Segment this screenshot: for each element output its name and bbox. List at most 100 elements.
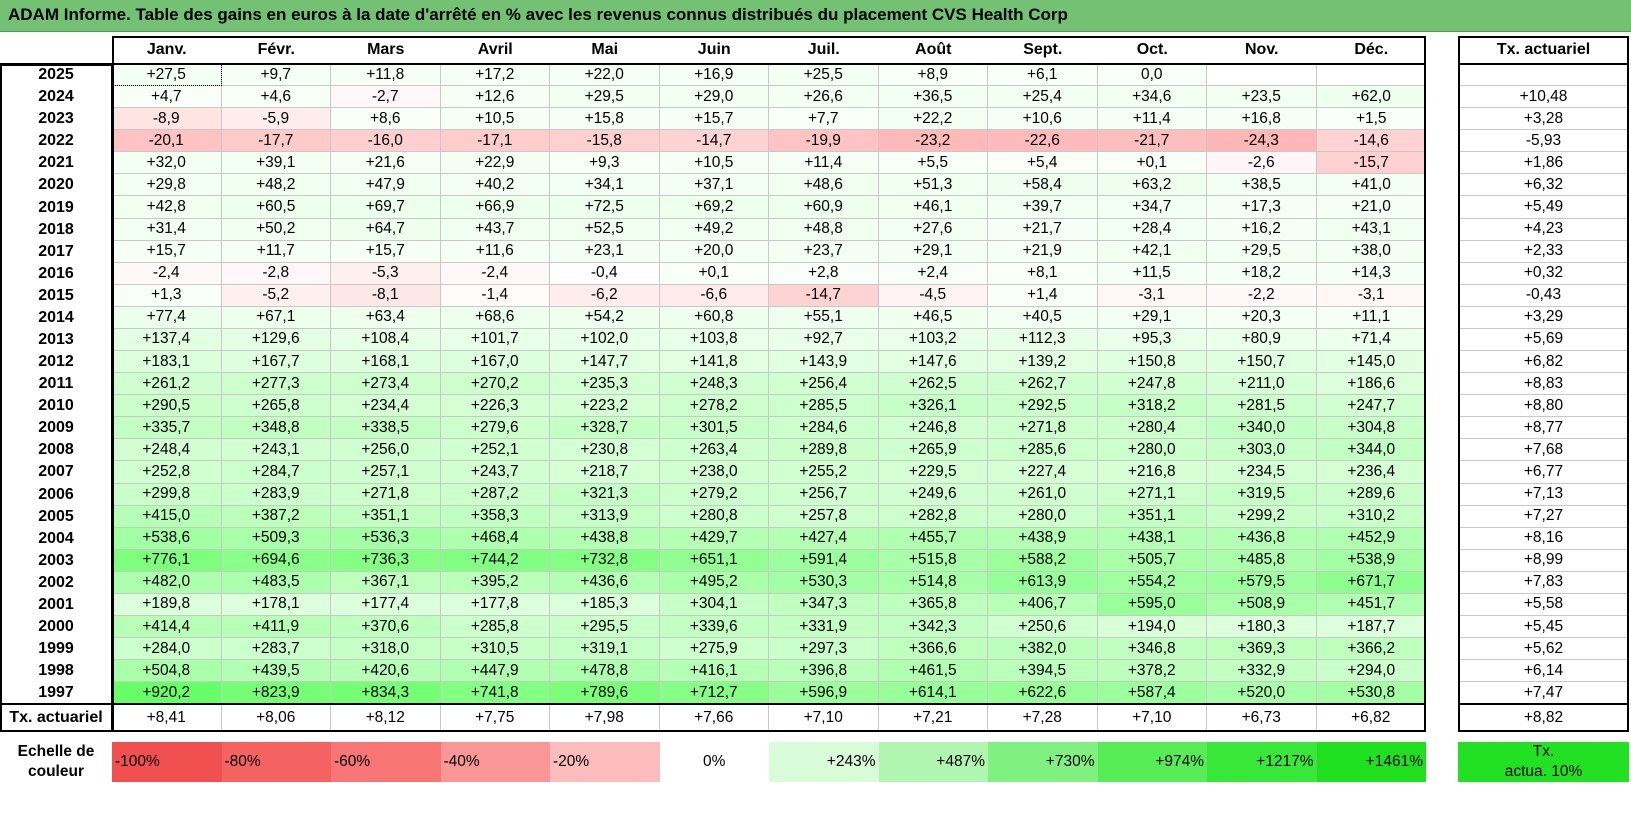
table-cell: +538,6 [112,527,222,550]
table-cell: 0,0 [1097,64,1207,87]
table-cell: +229,5 [878,461,988,484]
table-cell: +137,4 [112,328,222,352]
table-cell: +252,8 [112,461,222,484]
year-label: 2002 [38,573,74,591]
table-cell: +67,1 [221,306,331,329]
table-cell: +8,1 [988,262,1098,285]
table-cell: +280,8 [659,505,769,528]
table-cell: +262,7 [988,373,1098,396]
table-cell: +52,5 [550,218,660,241]
rate-cell: +8,99 [1458,549,1629,572]
rate-cell: +5,49 [1458,196,1629,219]
table-cell: +344,0 [1316,439,1426,462]
table-cell: +32,0 [112,152,222,175]
table-cell: +265,8 [221,395,331,418]
table-cell: -22,6 [988,130,1098,153]
table-cell: +396,8 [769,660,879,683]
table-cell: +285,8 [440,616,550,639]
table-cell: +1,3 [112,284,222,307]
table-cell: +21,0 [1316,196,1426,219]
table-cell: +438,1 [1097,527,1207,550]
table-cell: +283,9 [221,483,331,506]
month-header: Mars [367,41,405,58]
table-cell: +447,9 [440,660,550,683]
year-label: 2018 [38,220,74,238]
table-cell: +5,4 [988,152,1098,175]
table-cell: +290,5 [112,395,222,418]
month-header: Févr. [257,41,295,58]
rate-cell [1458,64,1629,87]
table-cell: -1,4 [440,284,550,307]
table-cell: -2,6 [1207,152,1317,175]
table-cell: +2,4 [878,262,988,285]
table-cell: +338,5 [331,417,441,440]
table-cell: +46,1 [878,196,988,219]
table-cell: +351,1 [331,505,441,528]
table-cell: +102,0 [550,328,660,352]
table-cell: +411,9 [221,616,331,639]
table-cell: +11,1 [1316,306,1426,329]
table-cell: +250,6 [988,616,1098,639]
table-cell: +495,2 [659,571,769,594]
table-cell: +27,5 [112,64,222,87]
table-cell: +77,4 [112,306,222,329]
year-label: 2009 [38,419,74,437]
table-cell: +0,1 [659,262,769,285]
table-cell: +42,8 [112,196,222,219]
table-cell: +256,7 [769,483,879,506]
year-label: 2016 [38,264,74,282]
table-cell: +297,3 [769,638,879,661]
year-label: 2017 [38,242,74,260]
table-cell: +141,8 [659,351,769,374]
table-cell: +304,8 [1316,417,1426,440]
header-divider [0,63,1426,65]
table-cell: +189,8 [112,593,222,616]
table-cell: +515,8 [878,549,988,572]
footer-rate-cell: +7,66 [659,704,769,733]
table-cell: +9,7 [221,64,331,87]
table-cell: -14,7 [659,130,769,153]
table-cell: +21,7 [988,218,1098,241]
table-cell: +263,4 [659,439,769,462]
table-cell: -24,3 [1207,130,1317,153]
table-cell: +187,7 [1316,616,1426,639]
table-cell: +15,8 [550,108,660,131]
table-cell: +27,6 [878,218,988,241]
table-cell: +71,4 [1316,328,1426,352]
table-cell: +11,7 [221,240,331,263]
year-label: 2001 [38,595,74,613]
table-cell: +236,4 [1316,461,1426,484]
year-label: 2020 [38,176,74,194]
table-cell: -2,8 [221,262,331,285]
table-cell: +22,2 [878,108,988,131]
table-cell: +69,7 [331,196,441,219]
table-cell: +416,1 [659,660,769,683]
table-cell: +520,0 [1207,682,1317,705]
table-cell: +17,3 [1207,196,1317,219]
table-cell: -8,1 [331,284,441,307]
table-cell: +436,8 [1207,527,1317,550]
scale-label: Echelle de couleur [0,742,112,782]
rate-cell: +7,83 [1458,571,1629,594]
table-cell: +25,5 [769,64,879,87]
table-cell: +438,9 [988,527,1098,550]
table-cell: +273,4 [331,373,441,396]
table-cell: +147,6 [878,351,988,374]
table-cell: +8,9 [878,64,988,87]
table-cell: +9,3 [550,152,660,175]
table-cell: +304,1 [659,593,769,616]
table-cell: +741,8 [440,682,550,705]
table-cell: +536,3 [331,527,441,550]
table-cell: +145,0 [1316,351,1426,374]
table-cell: +694,6 [221,549,331,572]
table-cell: +282,8 [878,505,988,528]
scale-rate-swatch: Tx. actua. 10% [1458,742,1629,782]
title-bar: ADAM Informe. Table des gains en euros à… [0,0,1631,32]
month-header: Oct. [1136,41,1168,58]
table-cell: +622,6 [988,682,1098,705]
table-cell: +326,1 [878,395,988,418]
year-label: 2019 [38,198,74,216]
table-cell: -19,9 [769,130,879,153]
table-cell: +29,8 [112,174,222,197]
table-cell: +2,8 [769,262,879,285]
